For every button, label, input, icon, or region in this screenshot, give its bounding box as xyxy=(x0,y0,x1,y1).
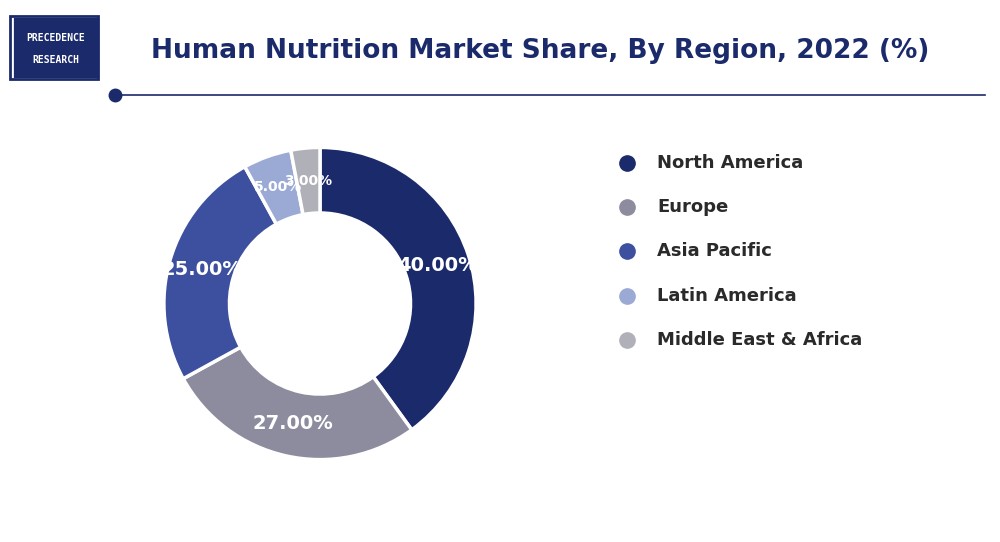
Text: Asia Pacific: Asia Pacific xyxy=(657,242,772,261)
Wedge shape xyxy=(245,150,303,224)
Wedge shape xyxy=(320,147,476,430)
Text: North America: North America xyxy=(657,153,803,172)
Text: Human Nutrition Market Share, By Region, 2022 (%): Human Nutrition Market Share, By Region,… xyxy=(151,38,929,64)
Text: Europe: Europe xyxy=(657,198,728,216)
Wedge shape xyxy=(164,167,276,379)
Text: 40.00%: 40.00% xyxy=(397,256,478,275)
Wedge shape xyxy=(291,147,320,215)
Text: PRECEDENCE: PRECEDENCE xyxy=(27,33,85,43)
Text: Middle East & Africa: Middle East & Africa xyxy=(657,331,862,350)
Text: 27.00%: 27.00% xyxy=(253,415,333,434)
Wedge shape xyxy=(183,347,412,460)
Text: Latin America: Latin America xyxy=(657,287,797,305)
Text: 5.00%: 5.00% xyxy=(254,180,302,195)
Text: RESEARCH: RESEARCH xyxy=(32,55,80,65)
Text: 3.00%: 3.00% xyxy=(284,174,332,188)
Text: 25.00%: 25.00% xyxy=(161,260,242,279)
